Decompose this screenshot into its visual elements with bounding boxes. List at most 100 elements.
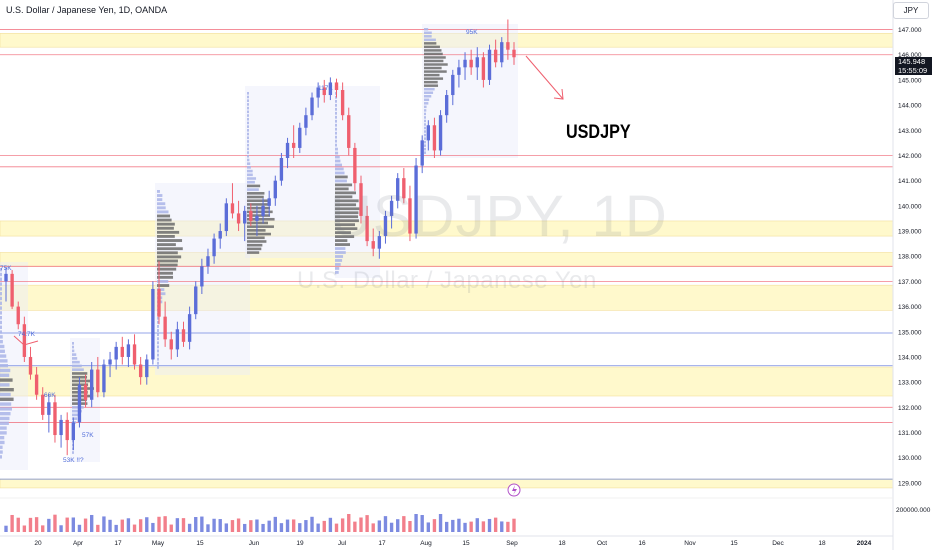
profile-2-bar-18 <box>72 409 82 413</box>
x-tick-4: 15 <box>196 540 204 547</box>
profile-5-bar-1 <box>335 95 337 99</box>
profile-4-bar-34 <box>247 217 275 221</box>
profile-6-bar-5 <box>424 45 440 49</box>
candle-body-2 <box>16 306 20 325</box>
profile-1-bar-14 <box>0 335 3 339</box>
profile-6-bar-10 <box>424 63 448 66</box>
profile-1-bar-25 <box>0 388 14 392</box>
profile-6-bar-18 <box>424 91 434 94</box>
profile-label-4: 53K !!? <box>63 457 84 464</box>
candle-body-22 <box>138 364 143 378</box>
profile-4-bar-42 <box>247 247 262 251</box>
candle-body-40 <box>249 210 253 221</box>
candle-body-74 <box>457 67 461 75</box>
profile-6-bar-3 <box>424 38 436 42</box>
zone-4 <box>0 366 894 397</box>
profile-6-bar-31 <box>424 137 426 140</box>
x-tick-16: 15 <box>730 540 738 547</box>
arrow-small <box>13 335 39 346</box>
x-tick-0: 20 <box>34 540 42 547</box>
volume-bar-28 <box>175 518 180 532</box>
profile-5-bar-43 <box>335 263 341 266</box>
profile-4-bar-23 <box>247 177 257 180</box>
profile-6-bar-4 <box>424 42 437 45</box>
candle-body-83 <box>512 49 516 58</box>
y-tick-11: 136.000 <box>898 304 922 311</box>
profile-3-bar-19 <box>157 267 177 271</box>
candle-body-3 <box>22 324 27 357</box>
arrow-down-head <box>553 88 564 100</box>
candle-body-38 <box>236 213 241 224</box>
profile-4-bar-18 <box>247 158 250 162</box>
y-tick-10: 137.000 <box>898 279 922 286</box>
profile-5-bar-41 <box>335 255 344 258</box>
candle-body-18 <box>114 346 118 360</box>
volume-bar-31 <box>194 517 198 532</box>
profile-1-bar-13 <box>0 330 2 334</box>
profile-1-bar-28 <box>0 402 12 406</box>
profile-6-bar-1 <box>424 31 432 34</box>
profile-4-bar-1 <box>247 95 249 99</box>
profile-5-bar-26 <box>335 195 353 199</box>
profile-3-bar-14 <box>157 247 183 251</box>
profile-6-bar-28 <box>424 126 426 130</box>
volume-bar-78 <box>481 521 486 532</box>
x-tick-19: 2024 <box>857 540 872 547</box>
profile-4-bar-27 <box>247 192 265 195</box>
candle-body-54 <box>334 82 339 90</box>
profile-5-bar-17 <box>335 159 341 163</box>
candle-body-73 <box>451 74 455 96</box>
profile-3-bar-10 <box>157 230 180 234</box>
volume-bar-57 <box>353 521 357 532</box>
volume-bar-21 <box>132 524 137 532</box>
candle-body-51 <box>316 87 320 98</box>
candle-body-24 <box>151 288 155 360</box>
volume-bar-15 <box>96 524 100 532</box>
y-tick-3: 144.000 <box>898 103 922 110</box>
candle-body-59 <box>365 215 369 242</box>
profile-2-bar-12 <box>72 387 94 390</box>
profile-5-bar-29 <box>335 207 360 211</box>
profile-5-bar-40 <box>335 251 346 254</box>
profile-1-bar-6 <box>0 296 2 301</box>
candle-body-21 <box>132 344 137 365</box>
event-bolt-glyph <box>512 485 517 495</box>
last-price-tag: 145.948 15:55:09 <box>895 57 932 75</box>
profile-2-bar-21 <box>72 421 77 424</box>
profile-3-bar-42 <box>157 361 159 365</box>
x-tick-3: May <box>152 540 165 547</box>
candle-body-20 <box>126 344 131 357</box>
volume-bar-6 <box>41 525 45 532</box>
candle-body-4 <box>28 356 33 375</box>
candle-body-68 <box>420 140 424 166</box>
candle-body-45 <box>279 158 284 181</box>
candle-body-11 <box>71 422 76 441</box>
profile-3-bar-37 <box>157 341 159 345</box>
x-tick-18: 18 <box>818 540 826 547</box>
volume-bar-3 <box>22 525 27 532</box>
profile-4-bar-32 <box>247 210 273 214</box>
x-tick-12: 18 <box>558 540 566 547</box>
currency-button[interactable]: JPY <box>893 2 929 19</box>
profile-3-bar-4 <box>157 206 166 210</box>
profile-4-bar-15 <box>247 147 249 151</box>
profile-2-bar-8 <box>72 372 88 375</box>
profile-5-bar-8 <box>335 123 337 127</box>
profile-5-bar-12 <box>335 139 337 143</box>
profile-5-bar-37 <box>335 239 348 242</box>
y-tick-2: 145.000 <box>898 77 922 84</box>
volume-bar-36 <box>224 523 229 532</box>
y-tick-8: 139.000 <box>898 229 922 236</box>
candle-body-64 <box>396 178 400 201</box>
zone-5 <box>0 478 894 489</box>
profile-4-bar-40 <box>247 240 267 243</box>
candle-body-82 <box>506 42 510 50</box>
candle-body-13 <box>83 384 88 400</box>
profile-3-bar-17 <box>157 259 178 263</box>
profile-5-bar-7 <box>335 119 337 123</box>
profile-1-bar-21 <box>0 368 11 373</box>
profile-1-bar-22 <box>0 373 10 377</box>
candle-body-70 <box>432 125 437 151</box>
